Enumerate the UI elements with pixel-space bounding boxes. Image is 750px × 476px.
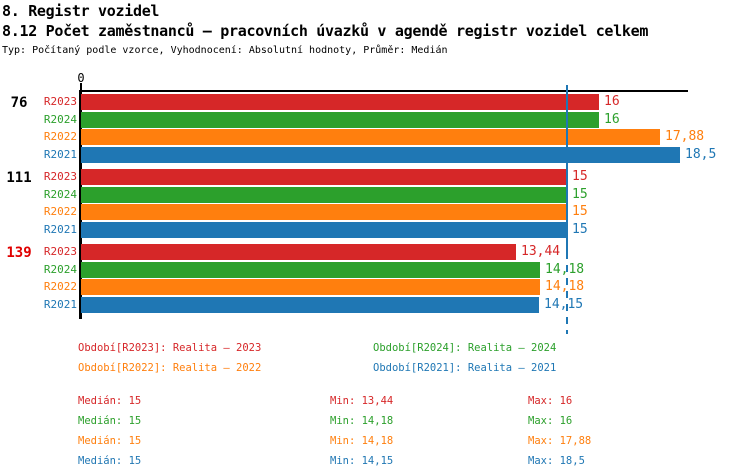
stat-median-r2023: Medián: 15 [78, 395, 142, 407]
bar-value-label: 18,5 [685, 147, 717, 162]
legend-item-r2023: Období[R2023]: Realita – 2023 [78, 342, 262, 354]
bar-r2021-group-139 [81, 297, 539, 313]
bar-value-label: 17,88 [665, 129, 705, 144]
chart-title: 8.12 Počet zaměstnanců – pracovních úvaz… [2, 22, 649, 40]
axis-zero-label: 0 [77, 71, 85, 85]
stat-min-r2023: Min: 13,44 [330, 395, 394, 407]
bar-r2021-group-76 [81, 147, 680, 163]
stat-min-r2024: Min: 14,18 [330, 415, 394, 427]
stat-max-r2024: Max: 16 [528, 415, 573, 427]
bar-r2024-group-111 [81, 187, 567, 203]
bar-value-label: 15 [572, 169, 588, 184]
bar-r2023-group-111 [81, 169, 567, 185]
group-label: 76 [10, 95, 28, 111]
y-axis-line [79, 90, 82, 319]
legend-item-r2021: Období[R2021]: Realita – 2021 [373, 362, 557, 374]
median-line-solid [566, 85, 568, 252]
series-row-label: R2024 [43, 263, 77, 276]
axis-zero-tick [80, 83, 82, 90]
chart-meta: Typ: Počítaný podle vzorce, Vyhodnocení:… [2, 45, 448, 56]
series-row-label: R2023 [43, 245, 77, 258]
series-row-label: R2022 [43, 205, 77, 218]
stat-min-r2021: Min: 14,15 [330, 455, 394, 467]
bar-value-label: 14,18 [545, 279, 585, 294]
bar-value-label: 16 [604, 112, 620, 127]
group-label: 111 [6, 170, 32, 186]
bar-value-label: 15 [572, 222, 588, 237]
bar-r2024-group-76 [81, 112, 599, 128]
bar-value-label: 14,15 [544, 297, 584, 312]
series-row-label: R2024 [43, 188, 77, 201]
bar-r2023-group-139 [81, 244, 516, 260]
series-row-label: R2022 [43, 280, 77, 293]
bar-value-label: 14,18 [545, 262, 585, 277]
series-row-label: R2023 [43, 170, 77, 183]
bar-r2022-group-111 [81, 204, 567, 220]
series-row-label: R2021 [43, 298, 77, 311]
legend-item-r2024: Období[R2024]: Realita – 2024 [373, 342, 557, 354]
series-row-label: R2023 [43, 95, 77, 108]
stat-min-r2022: Min: 14,18 [330, 435, 394, 447]
group-label: 139 [6, 245, 32, 261]
legend-item-r2022: Období[R2022]: Realita – 2022 [78, 362, 262, 374]
stat-max-r2022: Max: 17,88 [528, 435, 592, 447]
stat-max-r2023: Max: 16 [528, 395, 573, 407]
bar-value-label: 15 [572, 187, 588, 202]
bar-r2022-group-76 [81, 129, 660, 145]
bar-chart: 0 76 R2023 16 R2024 16 R2022 17,88 R2021 18,5 111 R… [6, 71, 717, 334]
bar-r2021-group-111 [81, 222, 567, 238]
bar-value-label: 16 [604, 94, 620, 109]
bar-value-label: 13,44 [521, 244, 561, 259]
series-row-label: R2021 [43, 223, 77, 236]
bar-r2024-group-139 [81, 262, 540, 278]
stat-median-r2021: Medián: 15 [78, 455, 142, 467]
series-row-label: R2021 [43, 148, 77, 161]
bar-value-label: 15 [572, 204, 588, 219]
series-row-label: R2024 [43, 113, 77, 126]
stat-median-r2024: Medián: 15 [78, 415, 142, 427]
median-line-dashed [566, 252, 568, 334]
x-axis-line [79, 90, 688, 92]
series-row-label: R2022 [43, 130, 77, 143]
bar-r2023-group-76 [81, 94, 599, 110]
page-title: 8. Registr vozidel [2, 2, 160, 20]
stat-max-r2021: Max: 18,5 [528, 455, 585, 467]
bar-r2022-group-139 [81, 279, 540, 295]
stat-median-r2022: Medián: 15 [78, 435, 142, 447]
